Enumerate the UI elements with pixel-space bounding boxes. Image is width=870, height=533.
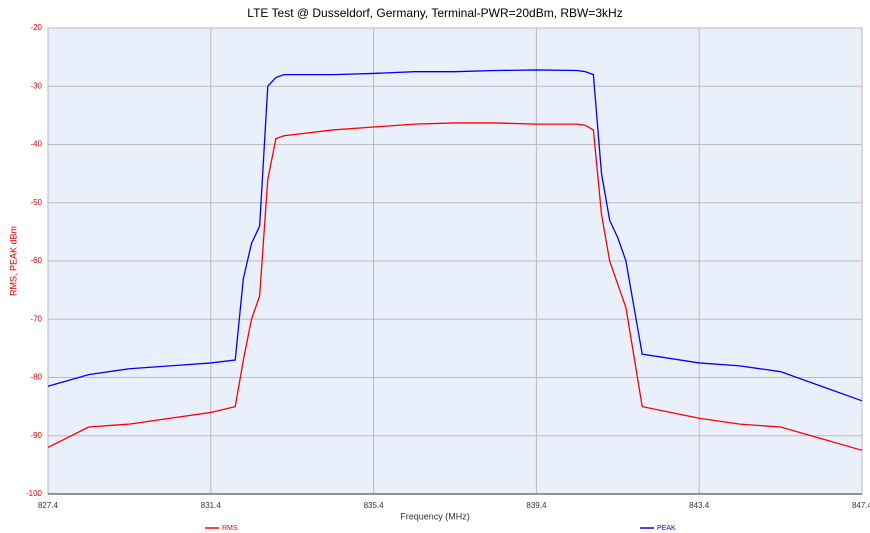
y-tick-label: -100 bbox=[26, 489, 43, 498]
y-tick-label: -60 bbox=[30, 256, 42, 265]
legend: RMS PEAK bbox=[205, 525, 676, 532]
y-tick-label: -20 bbox=[30, 23, 42, 32]
x-tick-label: 827.4 bbox=[38, 501, 59, 510]
y-tick-label: -90 bbox=[30, 431, 42, 440]
x-tick-label: 831.4 bbox=[201, 501, 222, 510]
y-tick-label: -80 bbox=[30, 373, 42, 382]
x-tick-label: 847.4 bbox=[852, 501, 870, 510]
chart-title: LTE Test @ Dusseldorf, Germany, Terminal… bbox=[247, 6, 622, 20]
y-tick-label: -70 bbox=[30, 314, 42, 323]
series-line bbox=[47, 122, 863, 451]
y-tick-label: -30 bbox=[30, 81, 42, 90]
x-axis-label: Frequency (MHz) bbox=[400, 511, 470, 521]
x-tick-label: 843.4 bbox=[689, 501, 710, 510]
legend-label: PEAK bbox=[657, 525, 676, 532]
y-tick-label: -40 bbox=[30, 140, 42, 149]
y-tick-label: -50 bbox=[30, 198, 42, 207]
legend-label: RMS bbox=[222, 525, 238, 532]
series-line bbox=[47, 69, 863, 402]
x-tick-label: 835.4 bbox=[364, 501, 385, 510]
y-axis-label: RMS, PEAK dBm bbox=[8, 226, 18, 296]
x-tick-label: 839.4 bbox=[526, 501, 547, 510]
